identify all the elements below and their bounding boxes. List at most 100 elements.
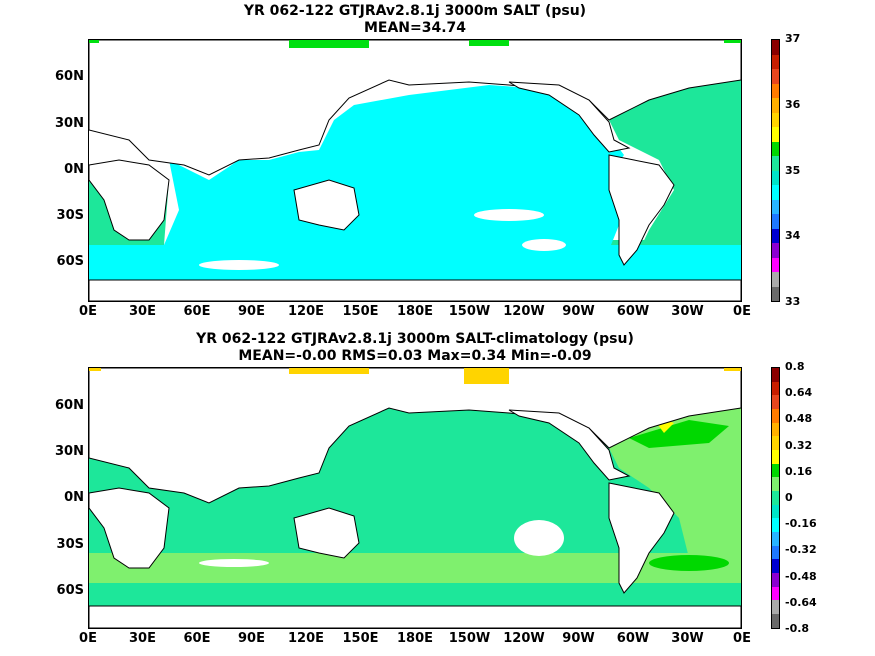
panel2-africa: [89, 487, 170, 569]
panel2-lon-label-6: 180E: [396, 631, 434, 646]
colorbar-label: 37: [785, 32, 801, 45]
colorbar-label: -0.32: [785, 543, 817, 557]
panel1-title: YR 062-122 GTJRAv2.8.1j 3000m SALT (psu): [243, 3, 587, 19]
panel2-lon-label-5: 150E: [342, 631, 379, 646]
panel1-lon-label-1: 30E: [129, 304, 156, 319]
colorbar-swatch: [772, 54, 779, 69]
colorbar-label: -0.16: [785, 517, 817, 531]
colorbar-swatch: [772, 422, 779, 437]
panel1-lon-label-9: 90W: [562, 304, 595, 319]
colorbar-swatch: [772, 504, 779, 519]
panel2-lat-label-30n: 30N: [55, 444, 84, 459]
colorbar-swatch: [772, 257, 779, 272]
panel1-lon-label-11: 30W: [671, 304, 704, 319]
colorbar-label: 0.48: [785, 412, 813, 426]
colorbar-swatch: [772, 614, 779, 628]
colorbar-swatch: [772, 127, 779, 142]
colorbar-label: -0.8: [785, 622, 810, 635]
panel2-asia-europe: [89, 368, 741, 504]
colorbar-swatch: [772, 518, 779, 533]
colorbar-swatch: [772, 559, 779, 574]
panel2-lon-label-12: 0E: [733, 631, 751, 646]
colorbar-label: 0.8: [785, 360, 805, 373]
panel2-lat-label-60n: 60N: [55, 398, 84, 413]
colorbar-swatch: [772, 491, 779, 505]
colorbar-swatch: [772, 586, 779, 601]
colorbar-label: 33: [785, 295, 801, 308]
colorbar-swatch: [772, 185, 779, 200]
colorbar-swatch: [772, 600, 779, 615]
panel1-asia-europe: [89, 40, 741, 176]
colorbar-swatch: [772, 477, 779, 492]
panel1-salinity-field: [89, 40, 741, 301]
colorbar-swatch: [772, 573, 779, 587]
colorbar-label: 0.64: [785, 386, 813, 400]
panel1-south-america: [608, 154, 675, 266]
colorbar-swatch: [772, 272, 779, 287]
panel1-lon-label-3: 90E: [238, 304, 265, 319]
panel1-lon-label-7: 150W: [448, 304, 491, 319]
panel1-africa: [89, 159, 170, 241]
panel1-lon-label-4: 120E: [287, 304, 325, 319]
panel2-lon-label-2: 60E: [183, 631, 211, 646]
colorbar-swatch: [772, 199, 779, 214]
panel1-lon-label-6: 180E: [396, 304, 434, 319]
panel2-lon-label-0: 0E: [79, 631, 97, 646]
colorbar-swatch: [772, 83, 779, 98]
colorbar-swatch: [772, 228, 779, 243]
panel2-lon-label-10: 60W: [616, 631, 650, 646]
colorbar-swatch: [772, 170, 779, 185]
panel1-north-america: [508, 81, 631, 153]
panel1-lat-label-60n: 60N: [55, 69, 84, 84]
colorbar-swatch: [772, 532, 779, 546]
colorbar-swatch: [772, 409, 779, 423]
panel2-subtitle: MEAN=-0.00 RMS=0.03 Max=0.34 Min=-0.09: [238, 348, 592, 364]
panel1-lon-label-5: 150E: [342, 304, 379, 319]
panel2-lon-label-4: 120E: [287, 631, 325, 646]
panel2-lat-label-60s: 60S: [56, 583, 84, 598]
colorbar-label: 34: [785, 229, 801, 243]
panel2-south-america: [608, 482, 675, 594]
colorbar-swatch: [772, 156, 779, 171]
panel2-title: YR 062-122 GTJRAv2.8.1j 3000m SALT-clima…: [196, 331, 634, 347]
colorbar-label: -0.64: [785, 595, 817, 609]
panel2-colorbar: [771, 367, 780, 629]
panel1-lon-label-12: 0E: [733, 304, 751, 319]
colorbar-label: 0: [785, 491, 793, 504]
panel2-lat-label-0n: 0N: [64, 490, 84, 505]
colorbar-swatch: [772, 40, 779, 55]
colorbar-label: 35: [785, 163, 801, 177]
panel1-lon-label-0: 0E: [79, 304, 97, 319]
panel2-lon-label-8: 120W: [503, 631, 545, 646]
panel1-lat-label-30n: 30N: [55, 116, 84, 131]
panel2-antarctica: [89, 605, 741, 628]
colorbar-swatch: [772, 450, 779, 464]
panel1-lat-label-30s: 30S: [56, 208, 84, 223]
colorbar-swatch: [772, 69, 779, 84]
panel1-lat-label-60s: 60S: [56, 254, 84, 269]
colorbar-label: 0.16: [785, 464, 813, 478]
panel2-north-america: [508, 409, 631, 481]
panel1-lon-label-2: 60E: [183, 304, 211, 319]
colorbar-swatch: [772, 436, 779, 451]
panel1-subtitle: MEAN=34.74: [363, 20, 467, 36]
colorbar-swatch: [772, 395, 779, 410]
colorbar-swatch: [772, 243, 779, 258]
colorbar-label: 36: [785, 97, 801, 111]
colorbar-swatch: [772, 463, 779, 478]
panel1-map: [88, 39, 742, 302]
panel2-lon-label-7: 150W: [448, 631, 491, 646]
colorbar-swatch: [772, 368, 779, 382]
colorbar-swatch: [772, 112, 779, 127]
panel2-lon-label-9: 90W: [562, 631, 595, 646]
colorbar-swatch: [772, 381, 779, 396]
panel2-lon-label-1: 30E: [129, 631, 156, 646]
panel2-australia: [293, 507, 360, 559]
panel2-map: [88, 367, 742, 629]
colorbar-swatch: [772, 141, 779, 156]
colorbar-swatch: [772, 98, 779, 113]
panel1-pacific-indian: [89, 85, 649, 280]
colorbar-label: 0.32: [785, 438, 813, 452]
panel1-lon-label-8: 120W: [503, 304, 545, 319]
panel1-colorbar: [771, 39, 780, 302]
